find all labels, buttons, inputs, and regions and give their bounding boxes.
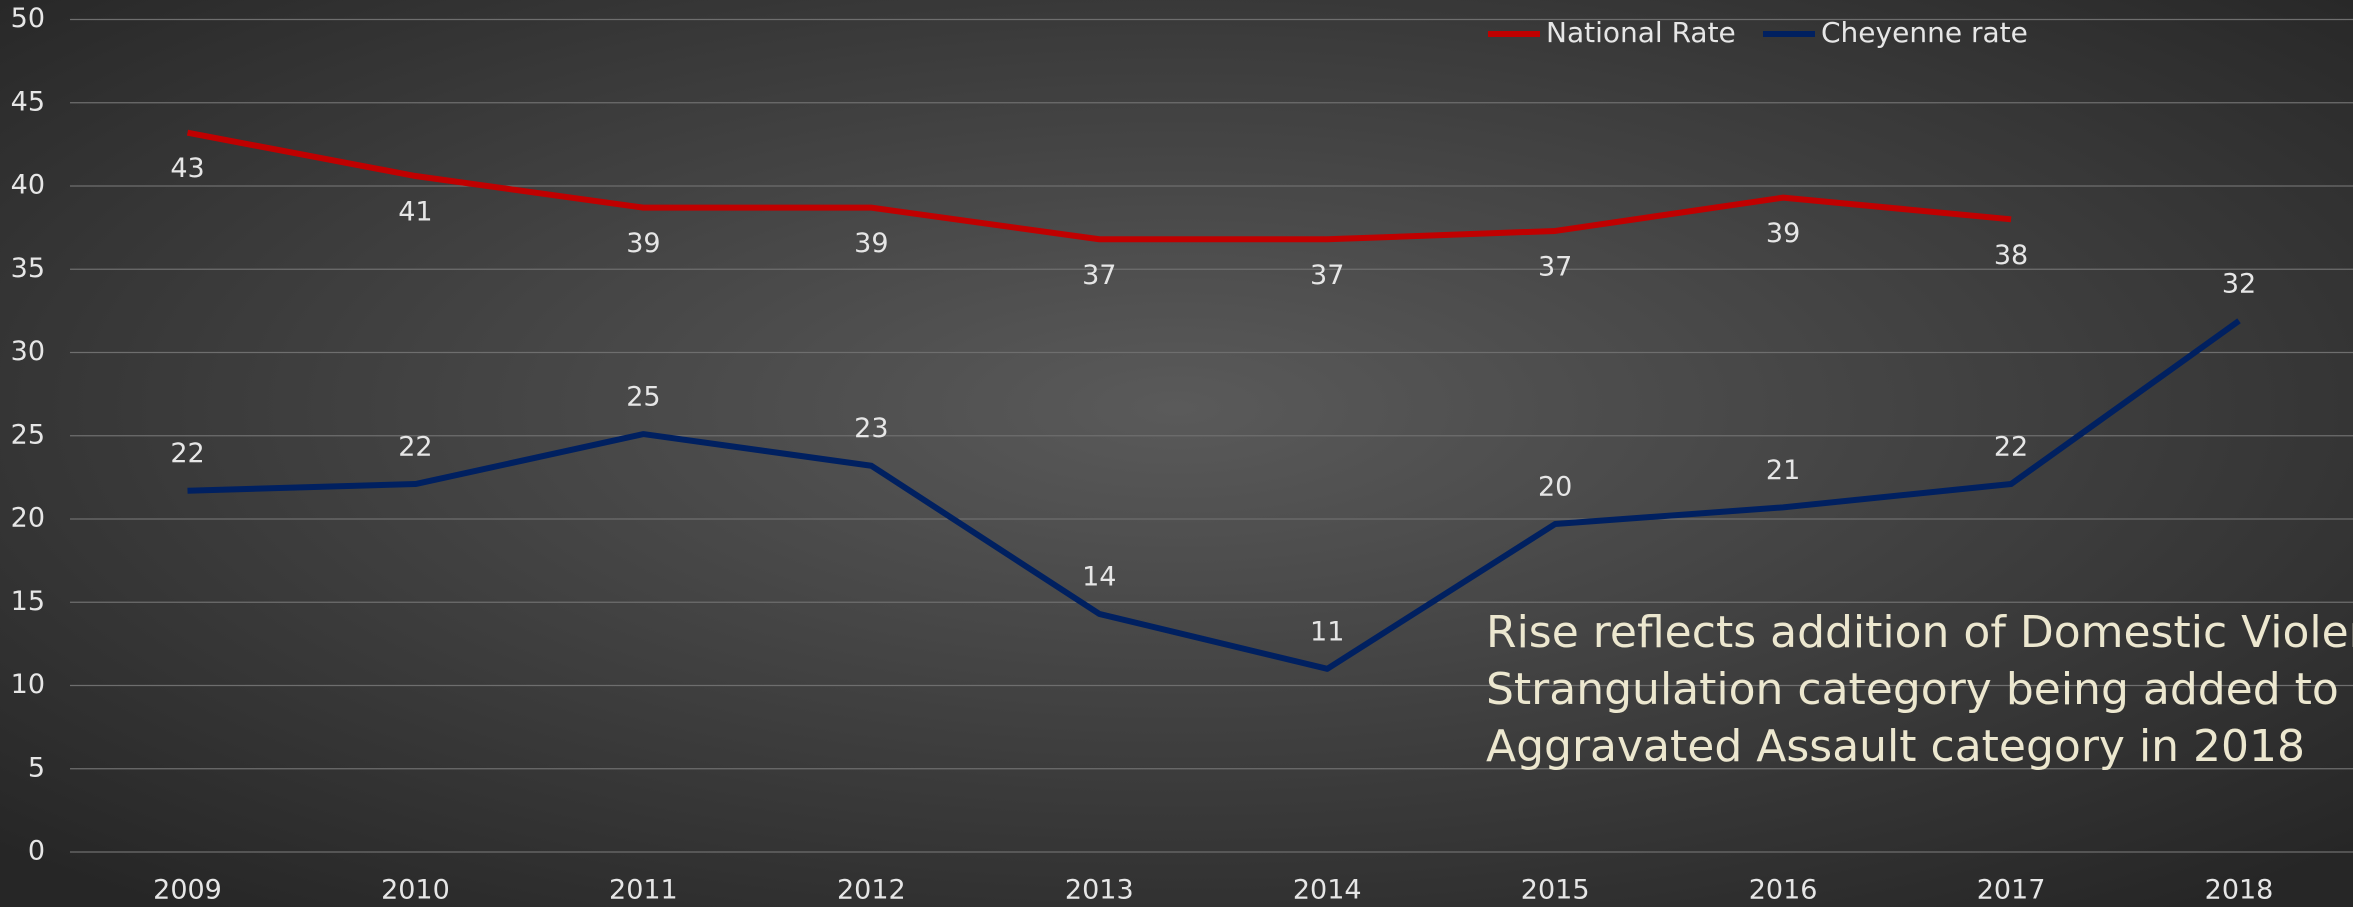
y-tick-label: 40 bbox=[11, 170, 45, 201]
x-tick-label: 2014 bbox=[1293, 875, 1362, 906]
data-label: 22 bbox=[398, 432, 432, 463]
data-label: 32 bbox=[2222, 268, 2256, 299]
x-tick-label: 2015 bbox=[1521, 875, 1590, 906]
data-label: 39 bbox=[1766, 218, 1800, 249]
y-tick-label: 50 bbox=[11, 3, 45, 34]
data-label: 25 bbox=[626, 382, 660, 413]
y-tick-label: 10 bbox=[11, 669, 45, 700]
x-tick-label: 2018 bbox=[2205, 875, 2274, 906]
data-label: 38 bbox=[1994, 240, 2028, 271]
y-tick-label: 45 bbox=[11, 86, 45, 117]
data-label: 39 bbox=[626, 228, 660, 259]
x-tick-label: 2009 bbox=[153, 875, 222, 906]
y-tick-label: 25 bbox=[11, 419, 45, 450]
series-line bbox=[186, 129, 2012, 243]
data-label: 20 bbox=[1538, 471, 1572, 502]
data-label: 43 bbox=[170, 153, 204, 184]
data-label: 41 bbox=[398, 197, 432, 228]
data-label: 37 bbox=[1310, 260, 1344, 291]
y-tick-label: 20 bbox=[11, 503, 45, 534]
data-label: 23 bbox=[854, 413, 888, 444]
annotation: Strangulation category being added to bbox=[1486, 664, 2339, 715]
x-tick-label: 2012 bbox=[837, 875, 906, 906]
series-line bbox=[187, 318, 2241, 672]
data-label: 14 bbox=[1082, 561, 1116, 592]
x-tick-label: 2013 bbox=[1065, 875, 1134, 906]
data-label: 37 bbox=[1082, 260, 1116, 291]
data-label: 39 bbox=[854, 228, 888, 259]
x-tick-label: 2011 bbox=[609, 875, 678, 906]
y-tick-label: 15 bbox=[11, 586, 45, 617]
x-tick-label: 2016 bbox=[1749, 875, 1818, 906]
data-label: 21 bbox=[1766, 455, 1800, 486]
x-tick-label: 2010 bbox=[381, 875, 450, 906]
y-tick-label: 5 bbox=[28, 752, 45, 783]
data-label: 11 bbox=[1310, 616, 1344, 647]
data-label: 37 bbox=[1538, 251, 1572, 282]
y-tick-label: 0 bbox=[28, 836, 45, 867]
legend-label: Cheyenne rate bbox=[1821, 16, 2028, 49]
x-tick-label: 2017 bbox=[1977, 875, 2046, 906]
data-label: 22 bbox=[1994, 432, 2028, 463]
legend-label: National Rate bbox=[1546, 16, 1736, 49]
annotation: Rise reflects addition of Domestic Viole… bbox=[1486, 607, 2353, 658]
y-tick-label: 30 bbox=[11, 336, 45, 367]
data-label: 22 bbox=[170, 438, 204, 469]
y-tick-label: 35 bbox=[11, 253, 45, 284]
annotation: Aggravated Assault category in 2018 bbox=[1486, 721, 2305, 772]
